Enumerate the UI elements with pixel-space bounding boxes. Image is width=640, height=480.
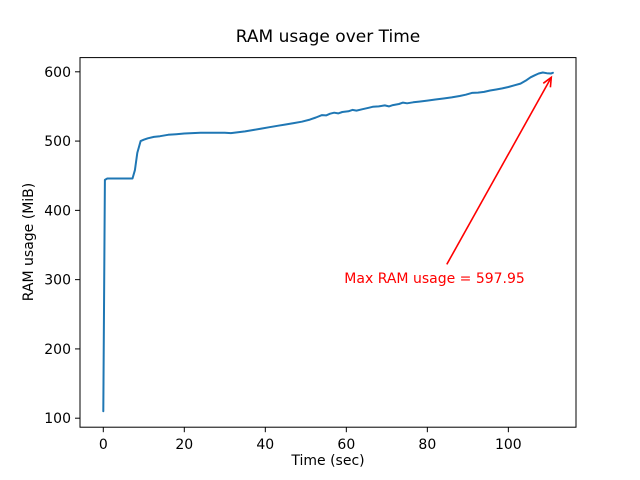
x-tick-label: 20 — [175, 437, 193, 453]
x-tick-label: 0 — [99, 437, 108, 453]
plot-spines — [79, 57, 577, 428]
y-tick-label: 200 — [44, 342, 71, 358]
x-tick-label: 60 — [337, 437, 355, 453]
y-tick-label: 100 — [44, 411, 71, 427]
y-tick-label: 300 — [44, 273, 71, 289]
annotation-arrow-head — [542, 75, 553, 88]
max-ram-annotation: Max RAM usage = 597.95 — [344, 271, 525, 288]
y-axis-label: RAM usage (MiB) — [21, 182, 37, 302]
x-tick-label: 40 — [256, 437, 274, 453]
x-axis-label: Time (sec) — [291, 453, 365, 469]
annotation-arrow-shaft — [446, 76, 552, 265]
x-tick-label: 80 — [418, 437, 436, 453]
chart-title: RAM usage over Time — [235, 27, 421, 47]
y-tick-label: 500 — [44, 134, 71, 150]
y-tick-label: 400 — [44, 203, 71, 219]
x-tick-label: 100 — [495, 437, 522, 453]
ram-usage-line — [102, 71, 554, 413]
y-tick-label: 600 — [44, 65, 71, 81]
